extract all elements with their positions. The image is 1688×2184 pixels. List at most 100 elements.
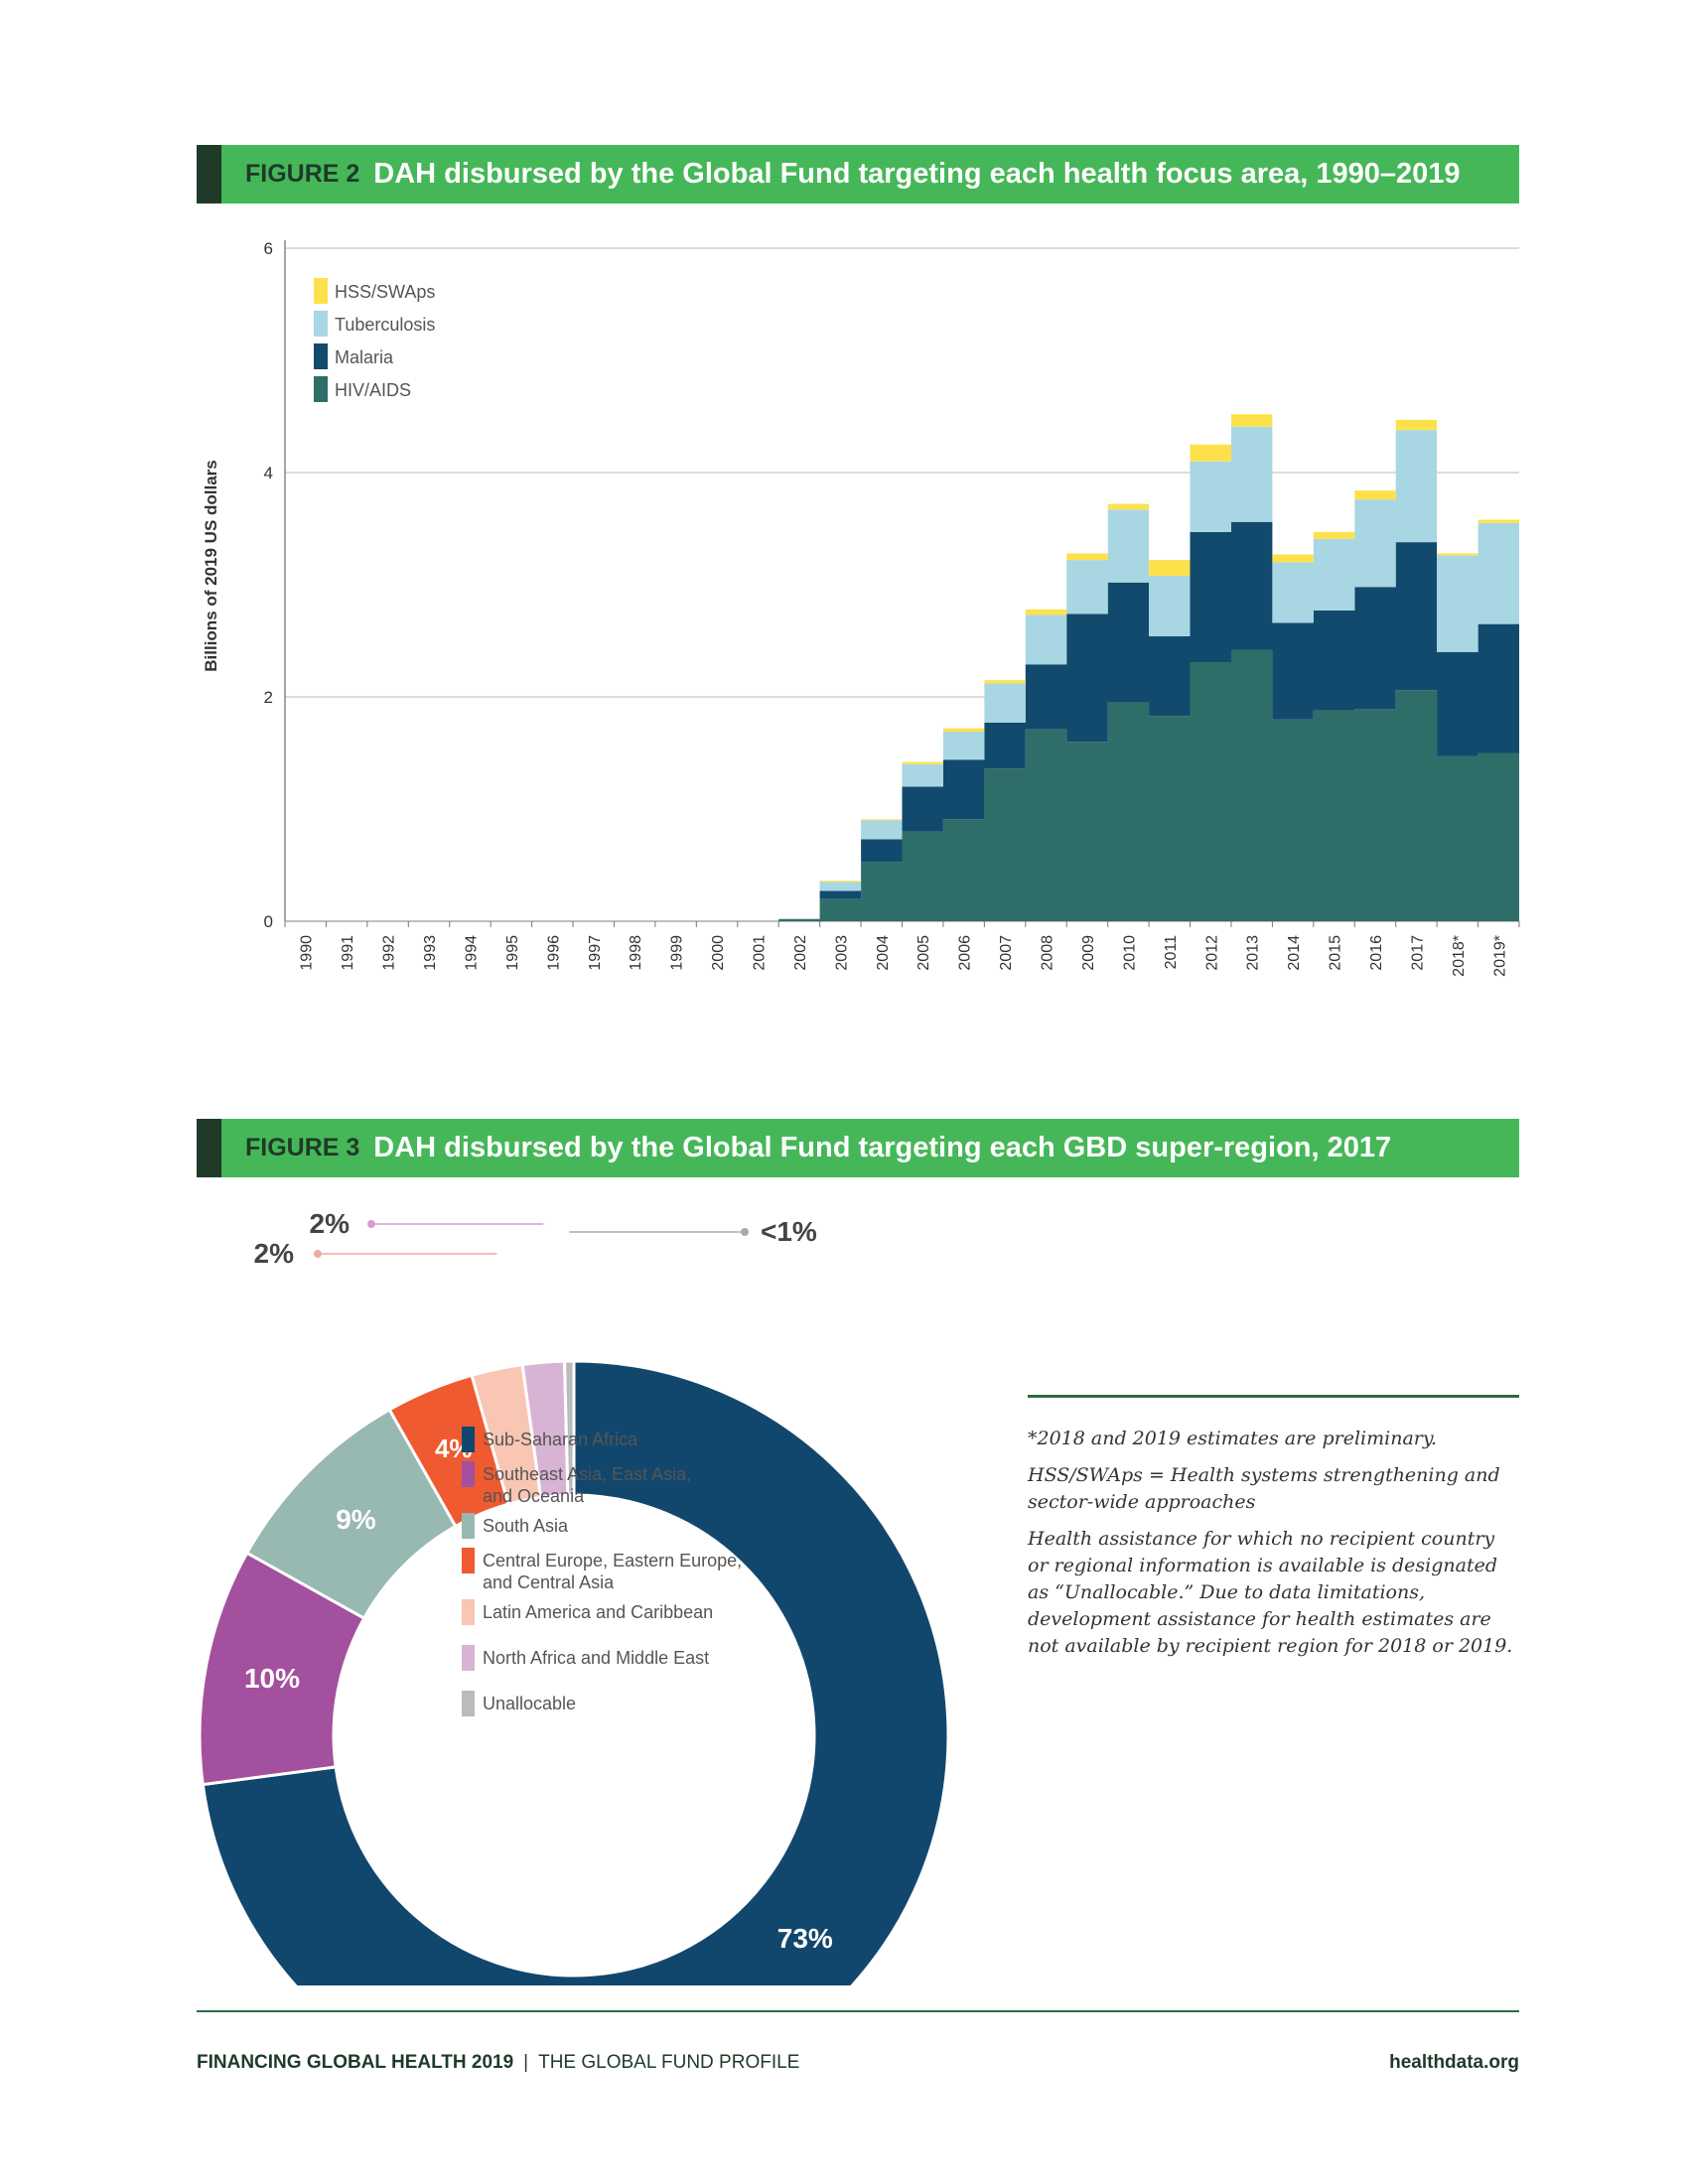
x-tick-label: 2010 bbox=[1121, 935, 1138, 971]
x-tick-label: 2011 bbox=[1163, 935, 1180, 970]
legend-swatch bbox=[462, 1461, 475, 1487]
legend-label-line: North Africa and Middle East bbox=[483, 1648, 709, 1668]
x-tick-label: 1995 bbox=[504, 935, 521, 971]
x-tick-label: 2018* bbox=[1451, 935, 1468, 977]
area-malaria bbox=[285, 521, 1519, 921]
x-tick-label: 1990 bbox=[299, 935, 316, 971]
legend-label-line: and Central Asia bbox=[483, 1572, 615, 1592]
legend-swatch bbox=[462, 1427, 475, 1452]
legend-swatch bbox=[314, 311, 328, 337]
legend-label: Southeast Asia, East Asia, and Oceania bbox=[483, 1464, 691, 1506]
callout-label: 2% bbox=[310, 1208, 351, 1239]
x-tick-label: 2007 bbox=[998, 935, 1015, 971]
y-tick-label: 2 bbox=[264, 688, 273, 707]
x-tick-label: 2003 bbox=[833, 935, 850, 971]
x-tick-label: 1998 bbox=[628, 935, 644, 971]
legend-label: Malaria bbox=[335, 347, 394, 367]
area-hss-swaps bbox=[285, 414, 1519, 921]
x-tick-label: 2005 bbox=[915, 935, 932, 971]
x-tick-label: 2000 bbox=[710, 935, 727, 971]
footer-website[interactable]: healthdata.org bbox=[1389, 2052, 1519, 2073]
x-tick-label: 2015 bbox=[1328, 935, 1344, 971]
callout-dot bbox=[367, 1220, 375, 1228]
y-tick-label: 6 bbox=[264, 239, 273, 258]
chart-axes: 1990 1991 1992 1993 1994 1995 1996 1997 1998 1999… bbox=[284, 240, 1520, 977]
x-tick-label: 1996 bbox=[545, 935, 562, 971]
legend-label: Latin America and Caribbean bbox=[483, 1602, 713, 1622]
x-tick-label: 1992 bbox=[381, 935, 398, 971]
legend-label: North Africa and Middle East bbox=[483, 1648, 709, 1668]
y-axis-label: Billions of 2019 US dollars bbox=[202, 460, 220, 672]
legend-label-line: Southeast Asia, East Asia, bbox=[483, 1464, 691, 1484]
x-tick-label: 1994 bbox=[463, 935, 480, 971]
figure-3-header: FIGURE 3 DAH disbursed by the Global Fun… bbox=[197, 1119, 1519, 1177]
x-tick-label: 2009 bbox=[1080, 935, 1097, 971]
legend-label: Sub-Saharan Africa bbox=[483, 1430, 638, 1449]
legend-label: Unallocable bbox=[483, 1694, 576, 1713]
legend-label-line: Central Europe, Eastern Europe, bbox=[483, 1551, 742, 1570]
slice-label: 10% bbox=[244, 1663, 300, 1694]
footer-separator: | bbox=[523, 2052, 529, 2073]
legend-swatch bbox=[462, 1548, 475, 1573]
callout-dot bbox=[741, 1228, 749, 1236]
slice-label: 73% bbox=[777, 1923, 833, 1954]
x-tick-label: 1999 bbox=[669, 935, 686, 971]
legend-swatch bbox=[462, 1599, 475, 1625]
header-accent bbox=[197, 145, 221, 204]
legend-label: HIV/AIDS bbox=[335, 380, 411, 400]
x-tick-label: 2001 bbox=[751, 935, 768, 971]
chart-legend: HSS/SWAps Tuberculosis Malaria HIV/AIDS bbox=[314, 278, 435, 402]
figure-2-label: FIGURE 2 bbox=[245, 160, 360, 188]
x-tick-label: 1993 bbox=[422, 935, 439, 971]
legend-label: South Asia bbox=[483, 1516, 569, 1536]
legend-label: HSS/SWAps bbox=[335, 282, 435, 302]
legend-swatch bbox=[462, 1691, 475, 1716]
donut-legend: Sub-Saharan Africa Southeast Asia, East A… bbox=[462, 1427, 742, 1716]
x-tick-label: 2013 bbox=[1245, 935, 1262, 971]
x-tick-label: 2012 bbox=[1203, 935, 1220, 971]
legend-swatch bbox=[314, 343, 328, 369]
legend-swatch bbox=[314, 376, 328, 402]
area-tuberculosis bbox=[285, 426, 1519, 921]
y-tick-label: 4 bbox=[264, 464, 273, 482]
area-hiv-aids bbox=[285, 649, 1519, 921]
note-hss: HSS/SWAps = Health systems strengthening… bbox=[1028, 1464, 1500, 1513]
note-preliminary: *2018 and 2019 estimates are preliminary… bbox=[1028, 1428, 1438, 1449]
callout-label: 2% bbox=[254, 1238, 295, 1269]
callout-dot bbox=[314, 1250, 322, 1258]
donut-labels: 73%10%9%4%2%2% <1% bbox=[244, 1208, 833, 1954]
legend-label-line: Latin America and Caribbean bbox=[483, 1602, 713, 1622]
x-tick-label: 2016 bbox=[1368, 935, 1385, 971]
x-tick-label: 2019* bbox=[1491, 935, 1508, 977]
x-tick-label: 1997 bbox=[587, 935, 604, 971]
figure-2-title: DAH disbursed by the Global Fund targeti… bbox=[373, 158, 1461, 190]
footer-report-title: FINANCING GLOBAL HEALTH 2019 bbox=[197, 2052, 514, 2073]
legend-label-line: South Asia bbox=[483, 1516, 569, 1536]
figure-3-title: DAH disbursed by the Global Fund targeti… bbox=[373, 1132, 1392, 1163]
page-footer: FINANCING GLOBAL HEALTH 2019 | THE GLOBAL … bbox=[197, 2010, 1519, 2073]
chart-areas bbox=[285, 414, 1519, 921]
footer-profile-title: THE GLOBAL FUND PROFILE bbox=[538, 2052, 800, 2073]
header-accent bbox=[197, 1119, 221, 1177]
y-tick-label: 0 bbox=[264, 912, 273, 931]
slice-unallocable bbox=[562, 1359, 576, 1497]
figure-notes: *2018 and 2019 estimates are preliminary… bbox=[1028, 1395, 1519, 1670]
figure-2-header: FIGURE 2 DAH disbursed by the Global Fun… bbox=[197, 145, 1519, 204]
x-tick-label: 2006 bbox=[957, 935, 974, 971]
x-tick-label: 2002 bbox=[792, 935, 809, 971]
figure-3-donut-chart: 73%10%9%4%2%2% <1% Sub-Saharan AfricaSout… bbox=[198, 1208, 950, 1985]
x-tick-label: 1991 bbox=[340, 935, 356, 971]
legend-swatch bbox=[462, 1513, 475, 1539]
note-unallocable: Health assistance for which no recipient… bbox=[1028, 1528, 1513, 1657]
donut-slices bbox=[198, 1359, 950, 1985]
legend-label-line: and Oceania bbox=[483, 1486, 585, 1506]
legend-swatch bbox=[314, 278, 328, 304]
footer-publication: FINANCING GLOBAL HEALTH 2019 | THE GLOBAL … bbox=[197, 2052, 799, 2074]
slice-sub-saharan-africa bbox=[201, 1359, 950, 1985]
legend-label-line: Unallocable bbox=[483, 1694, 576, 1713]
x-tick-label: 2008 bbox=[1040, 935, 1056, 971]
callout-label: <1% bbox=[761, 1216, 817, 1247]
x-tick-label: 2017 bbox=[1409, 935, 1426, 971]
x-tick-label: 2014 bbox=[1286, 935, 1303, 971]
